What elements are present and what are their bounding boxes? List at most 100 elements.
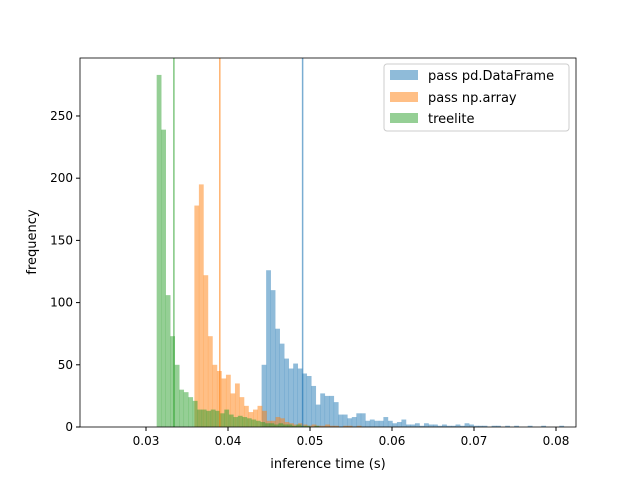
histogram-bar <box>347 425 353 427</box>
histogram-bar <box>460 425 465 427</box>
histogram-bar <box>251 419 257 427</box>
y-axis-ticks: 0 50 100 150 200 250 <box>50 109 80 434</box>
x-tick-label: 0.06 <box>379 434 406 448</box>
x-tick-label: 0.08 <box>543 434 570 448</box>
histogram-bar <box>469 424 474 427</box>
histogram-bar <box>392 423 398 427</box>
histogram-bar <box>278 423 284 427</box>
legend: pass pd.DataFrame pass np.array treelite <box>383 63 570 132</box>
histogram-bar <box>374 420 380 427</box>
histogram-bar <box>260 422 266 427</box>
histogram-bar <box>279 343 285 427</box>
histogram-bar <box>338 414 344 427</box>
histogram-bar <box>320 425 326 427</box>
histogram-bar <box>414 423 420 427</box>
histogram-bar <box>215 410 221 427</box>
histogram-bar <box>174 364 180 427</box>
histogram-bar <box>342 414 348 427</box>
legend-label-treelite: treelite <box>428 112 474 127</box>
histogram-bar <box>437 425 443 427</box>
x-tick-label: 0.05 <box>297 434 324 448</box>
legend-swatch-dataframe <box>390 70 418 80</box>
histogram-bar <box>305 425 311 427</box>
legend-swatch-treelite <box>390 113 418 123</box>
histogram-bar <box>179 389 185 427</box>
histogram-bar <box>378 420 384 427</box>
histogram-bar <box>243 405 249 427</box>
histogram-bar <box>234 383 240 427</box>
y-tick-label: 250 <box>50 109 73 123</box>
histogram-bar <box>360 413 366 427</box>
histogram-bar <box>329 425 335 427</box>
legend-swatch-nparray <box>390 92 418 102</box>
histogram-bar <box>257 405 263 427</box>
x-axis-ticks: 0.03 0.04 0.05 0.06 0.07 0.08 <box>133 427 570 448</box>
histogram-bar <box>246 418 252 427</box>
y-tick-label: 0 <box>65 420 73 434</box>
histogram-bar <box>356 413 362 427</box>
histogram-bar <box>320 393 326 427</box>
histogram-bar <box>311 424 317 427</box>
histogram-bar <box>156 74 162 428</box>
histogram-bar <box>491 425 497 427</box>
histogram-bar <box>275 417 281 427</box>
mean-lines-layer <box>173 58 304 427</box>
histogram-bar <box>333 402 339 427</box>
histogram-bar <box>293 363 299 427</box>
histogram-bar <box>188 397 194 427</box>
bars-layer <box>156 74 565 428</box>
histogram-bar <box>219 413 225 427</box>
histogram-bar <box>329 395 335 427</box>
histogram-bar <box>197 409 203 427</box>
histogram-bar <box>273 424 279 427</box>
histogram-bar <box>224 409 230 427</box>
histogram-bar <box>233 417 239 427</box>
histogram-bar <box>284 358 289 427</box>
x-axis-label: inference time (s) <box>270 457 385 472</box>
histogram-bar <box>343 425 349 427</box>
histogram-bar <box>315 404 321 427</box>
histogram-bar <box>228 414 234 427</box>
histogram-bar <box>291 425 297 427</box>
histogram-bar <box>514 425 519 427</box>
histogram-bar <box>296 424 302 427</box>
histogram-bar <box>165 295 171 427</box>
histogram-bar <box>405 424 411 427</box>
histogram-bar <box>161 129 166 427</box>
axes-frame <box>79 57 577 428</box>
histogram-bar <box>428 424 434 427</box>
histogram-bar <box>270 290 276 427</box>
histogram-bar <box>183 392 189 427</box>
histogram-bar <box>464 423 470 427</box>
histogram-bar <box>242 417 248 427</box>
histogram-bar <box>334 425 340 427</box>
histogram-bar <box>351 417 357 427</box>
histogram-bar <box>306 375 312 427</box>
histogram-bar <box>269 423 275 427</box>
histogram-bar <box>300 425 306 427</box>
histogram-bar <box>206 410 212 427</box>
histogram-bar <box>261 364 267 427</box>
histogram-bar <box>311 385 317 427</box>
legend-label-dataframe: pass pd.DataFrame <box>428 69 554 84</box>
histogram-bar <box>287 424 293 427</box>
histogram-bar <box>559 425 565 427</box>
histogram-bar <box>423 423 429 427</box>
histogram-bar <box>282 424 288 427</box>
x-tick-label: 0.03 <box>133 434 160 448</box>
histogram-bar <box>324 395 330 427</box>
y-tick-label: 50 <box>58 358 73 372</box>
histogram-bar <box>194 205 200 427</box>
histogram-bar <box>284 422 290 427</box>
histogram-bar <box>356 425 362 427</box>
histogram-bar <box>198 184 204 427</box>
histogram-bar <box>225 374 231 427</box>
y-tick-label: 150 <box>50 233 73 247</box>
histogram-bar <box>419 425 425 427</box>
histogram-bar <box>288 368 294 427</box>
histogram-bar <box>347 418 353 427</box>
histogram-bar <box>253 409 258 427</box>
histogram-bar <box>212 364 218 427</box>
histogram-bar <box>237 415 243 427</box>
y-tick-label: 100 <box>50 296 73 310</box>
